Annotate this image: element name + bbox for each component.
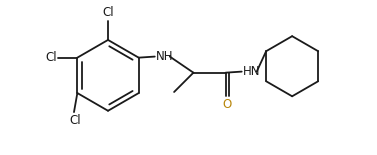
Text: O: O bbox=[222, 98, 232, 111]
Text: NH: NH bbox=[156, 50, 173, 63]
Text: Cl: Cl bbox=[102, 6, 114, 19]
Text: Cl: Cl bbox=[45, 51, 57, 64]
Text: HN: HN bbox=[243, 65, 260, 78]
Text: Cl: Cl bbox=[69, 114, 81, 127]
